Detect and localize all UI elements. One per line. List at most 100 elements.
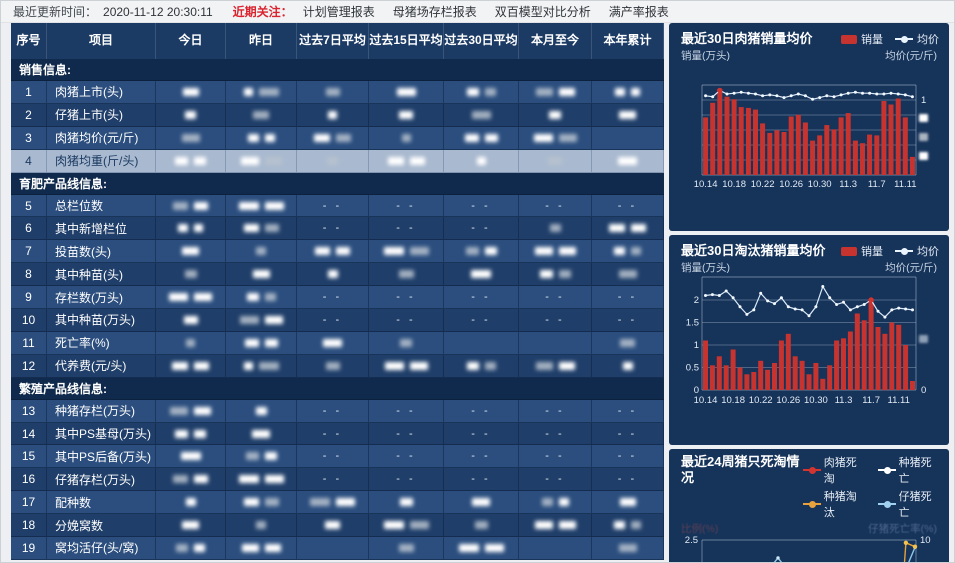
redacted-value: [243, 361, 253, 370]
redacted-value: [194, 224, 203, 233]
row-number: 11: [11, 331, 47, 355]
legend-item-1[interactable]: 均价: [895, 243, 939, 259]
table-row-2[interactable]: 2 仔猪上市(头): [11, 103, 664, 127]
svg-text:10: 10: [920, 536, 931, 546]
report-link-1[interactable]: 母猪场存栏报表: [392, 5, 477, 19]
value-cell: [519, 491, 592, 515]
table-row-7[interactable]: 7 投苗数(头): [11, 240, 664, 264]
chart-plot-0: 10.14 10.18 10.22 10.26 10.30 11.3 11.7 11.11 1: [694, 84, 928, 190]
legend-item-0[interactable]: 肉猪死淘: [803, 454, 864, 486]
table-row-3[interactable]: 3 肉猪均价(元/斤): [11, 126, 664, 150]
row-label: 肉猪均价(元/斤): [47, 126, 156, 150]
axis-names: 比例(%) 仔猪死亡率(%): [669, 520, 949, 536]
value-cell: [226, 217, 297, 241]
row-number: 8: [11, 263, 47, 287]
y-left-name: 比例(%): [681, 523, 719, 535]
value-cell: [369, 263, 444, 287]
value-cell: - -: [297, 422, 369, 446]
svg-text:10.26: 10.26: [779, 179, 803, 190]
table-row-4[interactable]: 4 肉猪均重(斤/头): [11, 149, 664, 173]
y-right-name: 均价(元/斤): [885, 50, 937, 62]
no-data-dash: - -: [396, 313, 416, 326]
redacted-value: [245, 452, 259, 461]
report-links: 计划管理报表 母猪场存栏报表 双百模型对比分析 满产率报表: [303, 3, 687, 20]
legend-item-3[interactable]: 仔猪死亡: [878, 488, 939, 520]
table-row-10[interactable]: 10 其中种苗(万头) - - - - - - - - - -: [11, 309, 664, 332]
value-cell: [226, 263, 297, 287]
value-cell: [519, 537, 592, 560]
svg-text:11.7: 11.7: [868, 179, 886, 190]
no-data-dash: - -: [322, 222, 343, 235]
value-cell: [444, 354, 519, 378]
table-row-5[interactable]: 5 总栏位数 - - - - - - - - - -: [11, 194, 664, 218]
legend-item-0[interactable]: 销量: [841, 243, 883, 259]
redacted-value: [618, 543, 637, 552]
value-cell: - -: [369, 194, 444, 218]
redacted-value: [256, 247, 266, 256]
redacted-value: [474, 521, 488, 530]
report-table: 序号 项目 今日 昨日 过去7日平均 过去15日平均 过去30日平均 本月至今 本年累计 销售信…: [11, 23, 664, 560]
report-link-3[interactable]: 满产率报表: [608, 5, 669, 19]
value-cell: - -: [369, 468, 444, 492]
value-cell: - -: [519, 422, 592, 446]
value-cell: [444, 491, 519, 515]
redacted-value: [484, 133, 498, 142]
chart-legend-2: 肉猪死淘 种猪死亡 种猪淘汰 仔猪死亡: [803, 454, 939, 520]
y-right-name: 均价(元/斤): [885, 262, 937, 274]
legend-item-1[interactable]: 种猪死亡: [878, 454, 939, 486]
svg-text:10.14: 10.14: [694, 179, 718, 190]
value-cell: [297, 240, 369, 264]
row-label: 其中PS基母(万头): [47, 422, 156, 446]
legend-item-0[interactable]: 销量: [841, 31, 883, 47]
row-label: 投苗数(头): [47, 240, 156, 264]
table-row-9[interactable]: 9 存栏数(万头) - - - - - - - - - -: [11, 286, 664, 310]
chart-plot-1: 10.14 10.18 10.22 10.26 10.30 11.3 11.7 11.11 2 1…: [686, 276, 928, 406]
table-row-11[interactable]: 11 死亡率(%): [11, 331, 664, 355]
value-cell: [156, 468, 226, 492]
table-row-19[interactable]: 19 窝均活仔(头/窝): [11, 537, 664, 560]
redacted-value: [384, 361, 404, 370]
table-row-16[interactable]: 16 仔猪存栏(万头) - - - - - - - - - -: [11, 468, 664, 492]
chart-legend-1: 销量 均价: [841, 243, 939, 259]
value-cell: - -: [592, 445, 664, 469]
table-row-14[interactable]: 14 其中PS基母(万头) - - - - - - - - - -: [11, 422, 664, 446]
col-header-3: 昨日: [226, 23, 297, 59]
col-header-2: 今日: [156, 23, 226, 59]
value-cell: [369, 331, 444, 355]
section-row-5: 育肥产品线信息:: [11, 172, 664, 195]
no-data-dash: - -: [471, 404, 491, 417]
value-cell: [592, 263, 664, 287]
redacted-value: [264, 338, 278, 347]
redacted-value: [194, 406, 211, 415]
redacted-value: [264, 315, 283, 324]
value-cell: [226, 240, 297, 264]
report-link-0[interactable]: 计划管理报表: [302, 5, 375, 19]
svg-text:10.30: 10.30: [808, 179, 832, 190]
table-row-12[interactable]: 12 代养费(元/头): [11, 354, 664, 378]
table-row-18[interactable]: 18 分娩窝数: [11, 514, 664, 538]
legend-item-1[interactable]: 均价: [895, 31, 939, 47]
table-row-1[interactable]: 1 肉猪上市(头): [11, 81, 664, 104]
value-cell: [592, 537, 664, 560]
report-link-2[interactable]: 双百模型对比分析: [494, 5, 591, 19]
legend-item-2[interactable]: 种猪淘汰: [803, 488, 864, 520]
no-data-dash: - -: [545, 473, 565, 486]
line-dot-icon: [878, 466, 897, 475]
value-cell: [156, 445, 226, 469]
table-body: 销售信息: 1 肉猪上市(头) 2 仔猪上市(头) 3 肉猪均价(元/斤) 4 肉猪均重(斤/头…: [11, 59, 664, 560]
value-cell: - -: [297, 194, 369, 218]
no-data-dash: - -: [396, 473, 416, 486]
no-data-dash: - -: [545, 291, 565, 304]
table-row-8[interactable]: 8 其中种苗(头): [11, 263, 664, 287]
table-row-13[interactable]: 13 种猪存栏(万头) - - - - - - - - - -: [11, 399, 664, 423]
redacted-value: [183, 315, 198, 324]
table-row-6[interactable]: 6 其中新增栏位 - - - - - -: [11, 217, 664, 241]
table-row-17[interactable]: 17 配种数: [11, 491, 664, 515]
value-cell: [592, 514, 664, 538]
value-cell: [226, 331, 297, 355]
redacted-value: [239, 315, 259, 324]
svg-text:10.22: 10.22: [751, 179, 775, 190]
section-label: 繁殖产品线信息:: [19, 381, 107, 396]
table-row-15[interactable]: 15 其中PS后备(万头) - - - - - - - - - -: [11, 445, 664, 469]
row-label: 其中新增栏位: [47, 217, 156, 241]
